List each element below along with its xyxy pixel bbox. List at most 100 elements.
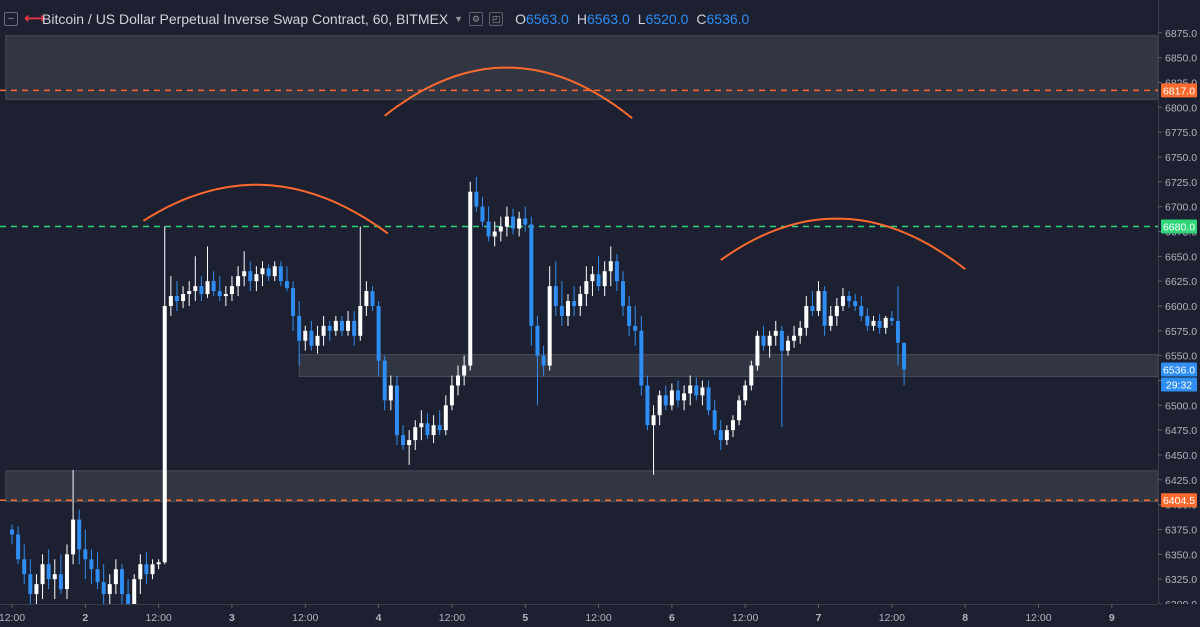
candle <box>297 301 302 366</box>
candle-body <box>34 584 39 595</box>
candle <box>193 256 198 302</box>
candle-body <box>474 191 479 207</box>
candle <box>132 574 137 609</box>
candle <box>370 286 375 311</box>
time-tick-label: 12:00 <box>585 612 611 624</box>
candle-body <box>535 325 540 356</box>
candle <box>645 375 650 431</box>
time-tick-label: 12:00 <box>879 612 905 624</box>
candle <box>388 375 393 411</box>
candle <box>138 554 143 595</box>
candle-body <box>480 206 485 222</box>
candle-body <box>639 330 644 386</box>
candle <box>706 380 711 416</box>
current-price-tag <box>1161 362 1197 377</box>
candle-body <box>260 268 265 275</box>
candle <box>779 325 784 428</box>
candle-body <box>724 430 729 441</box>
candle <box>596 256 601 292</box>
candle <box>902 342 907 386</box>
top-zone <box>5 35 1159 100</box>
head-arc <box>384 66 633 119</box>
candle <box>602 261 607 297</box>
candle <box>199 276 204 302</box>
candle <box>52 559 57 600</box>
candle-body <box>608 261 613 272</box>
time-tick-label: 12:00 <box>145 612 171 624</box>
resistance-tag-label: 6817.0 <box>1163 85 1195 97</box>
candle <box>492 221 497 247</box>
candle <box>181 286 186 308</box>
candle <box>523 206 528 232</box>
time-tick-label: 12:00 <box>292 612 318 624</box>
candle <box>266 264 271 282</box>
candle <box>358 226 363 341</box>
resistance-tag <box>1161 83 1197 98</box>
candle-body <box>761 335 766 346</box>
candle-body <box>138 564 143 580</box>
price-tick-label: 6575.0 <box>1165 326 1197 338</box>
symbol-title[interactable]: Bitcoin / US Dollar Perpetual Inverse Sw… <box>42 11 449 27</box>
candle <box>150 559 155 580</box>
candle-body <box>602 271 607 287</box>
candle <box>657 390 662 426</box>
candle <box>95 552 100 590</box>
candle <box>40 554 45 600</box>
candle <box>798 320 803 344</box>
price-tick-label: 6425.0 <box>1165 475 1197 487</box>
candle-body <box>168 296 173 306</box>
candle-body <box>847 296 852 302</box>
chevron-down-icon[interactable]: ▼ <box>454 14 464 24</box>
candle <box>419 410 424 441</box>
collapse-icon[interactable]: – <box>4 12 18 26</box>
candle-body <box>236 276 241 287</box>
candle <box>229 276 234 302</box>
candle <box>627 296 632 336</box>
candle-body <box>119 569 124 595</box>
candle <box>64 544 69 600</box>
candle <box>46 549 51 590</box>
candle <box>10 524 14 545</box>
candle-body <box>877 320 882 328</box>
candle-body <box>58 574 63 590</box>
candle-body <box>486 221 491 237</box>
candle <box>394 375 399 446</box>
candle <box>889 310 894 326</box>
candle-body <box>205 281 210 295</box>
candle-body <box>669 390 674 406</box>
candle-body <box>902 342 907 370</box>
candle <box>71 469 76 565</box>
candle <box>352 310 357 346</box>
time-axis-bg <box>0 604 1200 627</box>
price-tick-label: 6750.0 <box>1165 152 1197 164</box>
candle <box>113 559 118 595</box>
candle-body <box>614 261 619 282</box>
candle <box>449 375 454 411</box>
settings-icon[interactable]: ⚙ <box>469 12 484 26</box>
candle-body <box>651 415 656 426</box>
candle <box>547 266 552 371</box>
ohlc-high: H6563.0 <box>576 11 630 27</box>
candle <box>89 549 94 585</box>
candle <box>743 380 748 406</box>
candle-body <box>425 423 430 436</box>
candle-body <box>443 405 448 431</box>
source-icon[interactable]: ◰ <box>489 12 504 26</box>
time-tick-label: 8 <box>962 612 968 624</box>
candle-body <box>706 387 711 411</box>
mid-zone <box>298 354 1159 378</box>
candle-body <box>382 360 387 401</box>
candle-body <box>517 218 522 229</box>
price-tick-label: 6725.0 <box>1165 177 1197 189</box>
countdown-label: 29:32 <box>1166 380 1192 392</box>
candle-body <box>566 301 571 316</box>
candle <box>663 385 668 411</box>
candle-body <box>229 286 234 295</box>
candle-body <box>431 425 436 436</box>
time-tick-label: 9 <box>1109 612 1115 624</box>
candle <box>217 276 222 302</box>
candle <box>364 281 369 316</box>
